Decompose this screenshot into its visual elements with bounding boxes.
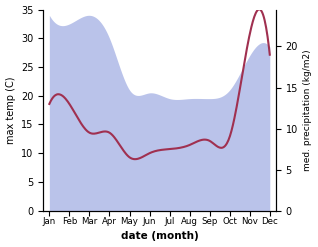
X-axis label: date (month): date (month) (121, 231, 198, 242)
Y-axis label: med. precipitation (kg/m2): med. precipitation (kg/m2) (303, 49, 313, 171)
Y-axis label: max temp (C): max temp (C) (5, 76, 16, 144)
